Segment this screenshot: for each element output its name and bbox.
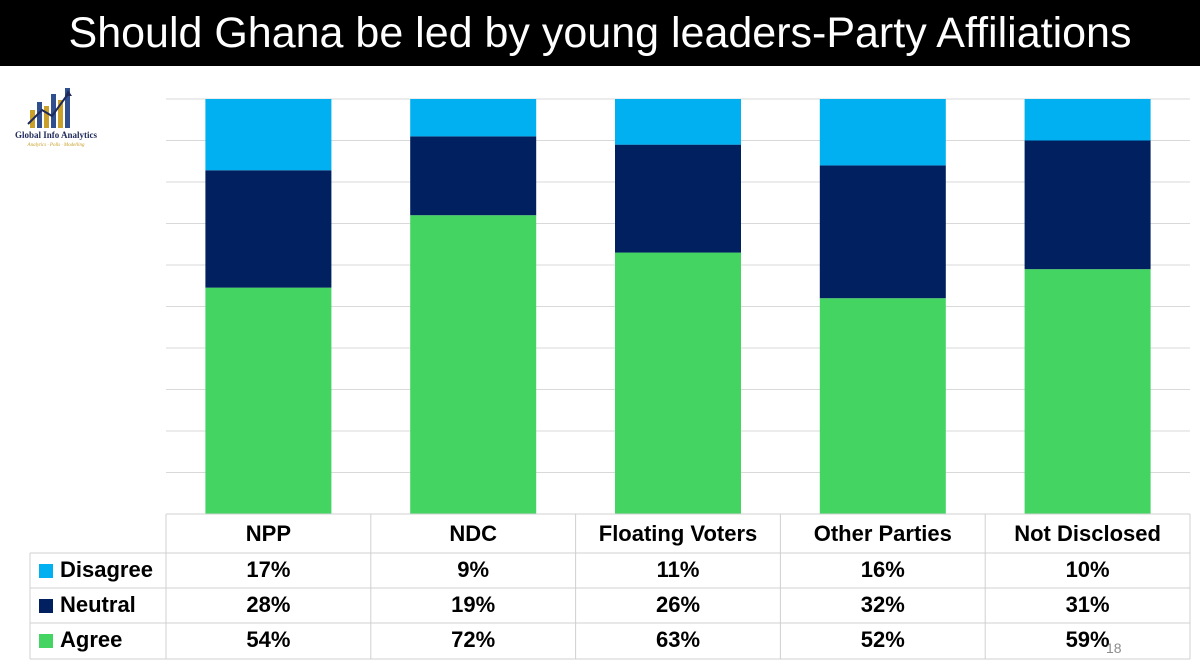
- bar-neutral-floating-voters: [615, 144, 741, 253]
- logo-bars-icon: [27, 88, 72, 128]
- bar-agree-floating-voters: [615, 252, 741, 515]
- logo-name: Global Info Analytics: [14, 130, 97, 140]
- bar-disagree-npp: [205, 99, 332, 171]
- logo-tagline: Analytics · Polls · Modelling: [27, 143, 85, 148]
- bar-disagree-floating-voters: [615, 99, 741, 145]
- logo: Global Info Analytics Analytics · Polls …: [6, 84, 106, 156]
- bar-neutral-ndc: [410, 136, 537, 216]
- bar-disagree-not-disclosed: [1024, 99, 1151, 141]
- chart-title: Should Ghana be led by young leaders-Par…: [0, 0, 1200, 66]
- bar-neutral-npp: [205, 170, 332, 288]
- page-number: 18: [1106, 640, 1122, 656]
- bar-neutral-other-parties: [819, 165, 946, 299]
- bar-neutral-not-disclosed: [1024, 140, 1151, 270]
- bar-disagree-other-parties: [819, 99, 946, 166]
- bar-agree-ndc: [410, 215, 537, 514]
- bar-disagree-ndc: [410, 99, 537, 137]
- bar-agree-not-disclosed: [1024, 269, 1151, 514]
- bar-agree-npp: [205, 287, 332, 514]
- bar-agree-other-parties: [819, 298, 946, 514]
